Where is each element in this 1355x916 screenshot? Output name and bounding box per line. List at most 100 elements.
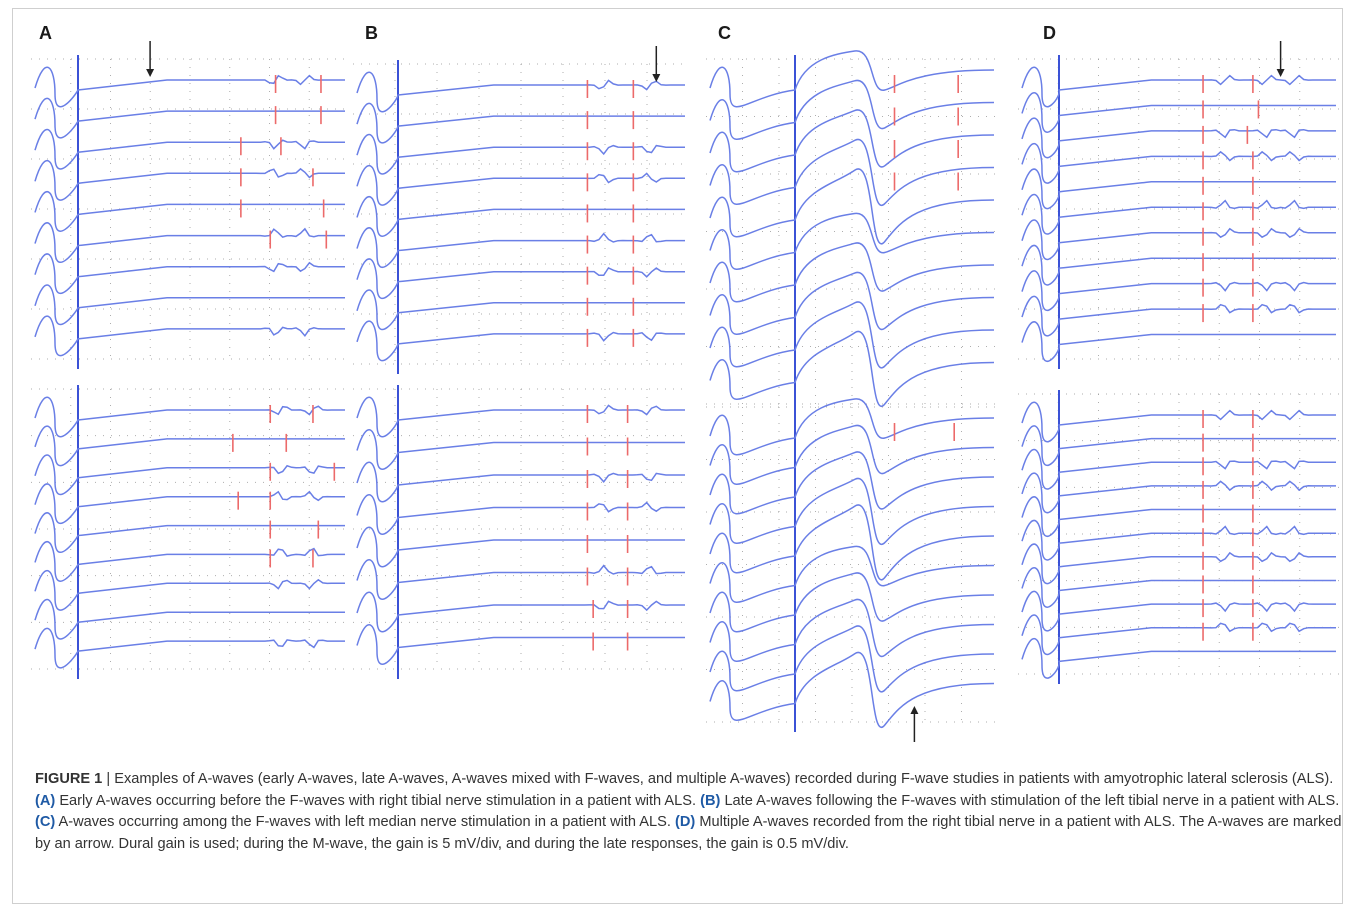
a-wave-arrow-head	[652, 74, 661, 82]
emg-trace	[34, 190, 345, 232]
emg-trace	[34, 569, 345, 611]
figure-image: A B C D	[31, 23, 1340, 742]
emg-trace	[356, 494, 685, 535]
panel-label-c: C	[718, 23, 731, 43]
emg-trace	[1021, 295, 1336, 337]
caption-text-d: Multiple A-waves recorded from the right…	[35, 814, 1342, 852]
emg-trace	[1021, 117, 1336, 159]
emg-trace	[709, 50, 995, 108]
emg-trace	[709, 504, 995, 581]
emg-trace	[34, 512, 345, 554]
caption-label-c: (C)	[35, 814, 56, 830]
emg-trace	[709, 138, 995, 207]
emg-trace	[34, 97, 345, 139]
emg-trace	[709, 545, 995, 603]
emg-trace	[709, 398, 995, 456]
trace-block	[706, 50, 998, 414]
emg-trace	[1021, 614, 1336, 656]
emg-trace	[1021, 66, 1336, 108]
emg-trace	[1021, 91, 1336, 133]
panel-label-d: D	[1043, 23, 1056, 43]
a-wave-arrow-head	[910, 706, 919, 714]
emg-trace	[709, 451, 995, 515]
emg-trace	[1021, 637, 1336, 679]
caption-text-c: A-waves occurring among the F-waves with…	[55, 814, 675, 830]
emg-trace	[34, 627, 345, 669]
emg-trace	[709, 598, 995, 662]
emg-trace	[709, 212, 995, 270]
trace-block	[1018, 41, 1340, 369]
emg-trace	[356, 258, 685, 300]
panel-label-a: A	[39, 23, 52, 43]
emg-trace	[1021, 543, 1336, 585]
emg-trace	[356, 195, 685, 237]
emg-trace	[709, 301, 995, 369]
trace-block	[353, 46, 689, 374]
panel-b: B	[353, 23, 689, 679]
emg-trace	[356, 71, 685, 113]
panel-label-b: B	[365, 23, 378, 43]
trace-block	[31, 41, 349, 369]
emg-trace	[1021, 425, 1336, 467]
emg-trace	[1021, 496, 1336, 538]
caption-label-d: (D)	[675, 814, 696, 830]
emg-trace	[34, 396, 345, 438]
emg-trace	[709, 109, 995, 173]
emg-trace	[34, 598, 345, 640]
emg-trace	[356, 289, 685, 331]
emg-trace	[1021, 590, 1336, 632]
emg-trace	[34, 454, 345, 496]
emg-trace	[1021, 244, 1336, 286]
panel-c: C	[706, 23, 998, 742]
panel-a: A	[31, 23, 349, 679]
emg-trace	[356, 429, 685, 470]
emg-trace	[1021, 193, 1336, 235]
emg-trace	[356, 624, 685, 665]
trace-block	[353, 385, 689, 679]
emg-trace	[1021, 566, 1336, 608]
panel-d: D	[1018, 23, 1340, 684]
emg-trace	[1021, 448, 1336, 490]
trace-block	[1018, 390, 1340, 684]
emg-trace	[1021, 270, 1336, 312]
caption-label-a: (A)	[35, 792, 56, 809]
emg-trace	[34, 425, 345, 467]
emg-trace	[34, 66, 345, 108]
emg-trace	[356, 461, 685, 503]
emg-trace	[34, 483, 345, 525]
trace-block	[706, 398, 998, 742]
trace-block	[31, 385, 349, 679]
emg-trace	[709, 80, 995, 140]
caption-intro: | Examples of A-waves (early A-waves, la…	[102, 771, 1334, 787]
emg-trace	[709, 572, 995, 633]
emg-trace	[709, 168, 995, 245]
caption-text-a: Early A-waves occurring before the F-wav…	[55, 792, 701, 809]
emg-trace	[34, 128, 345, 170]
a-wave-arrow-head	[1276, 69, 1285, 77]
emg-trace	[34, 284, 345, 326]
caption-text-b: Late A-waves following the F-waves with …	[720, 792, 1340, 809]
figure-frame: A B C D FIGURE 1 | Examples of A-waves (ear…	[12, 8, 1343, 904]
emg-trace	[356, 320, 685, 362]
emg-trace	[356, 102, 685, 144]
emg-trace	[1021, 321, 1336, 363]
emg-trace	[1021, 168, 1336, 210]
caption-label-b: (B)	[700, 792, 721, 809]
emg-trace	[356, 591, 685, 633]
emg-trace	[709, 271, 995, 335]
caption-figure-label: FIGURE 1	[35, 771, 103, 787]
emg-trace	[34, 540, 345, 582]
emg-trace	[1021, 519, 1336, 561]
emg-trace	[34, 159, 345, 201]
emg-trace	[709, 425, 995, 485]
emg-trace	[34, 253, 345, 295]
emg-trace	[34, 222, 345, 264]
emg-trace	[709, 625, 995, 693]
emg-trace	[34, 315, 345, 357]
figure-caption: FIGURE 1 | Examples of A-waves (early A-…	[35, 769, 1345, 855]
emg-trace	[356, 526, 685, 568]
emg-trace	[356, 559, 685, 600]
emg-trace	[356, 133, 685, 175]
emg-trace	[709, 477, 995, 546]
emg-trace	[1021, 142, 1336, 184]
